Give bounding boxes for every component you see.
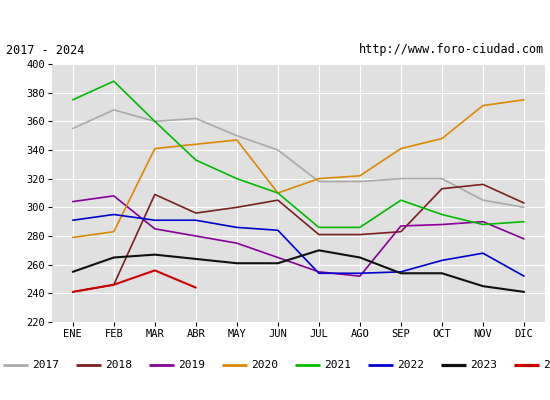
Text: 2018: 2018 (105, 360, 132, 370)
Text: 2021: 2021 (324, 360, 351, 370)
Text: 2017 - 2024: 2017 - 2024 (6, 44, 84, 56)
Text: 2019: 2019 (178, 360, 205, 370)
Text: 2022: 2022 (397, 360, 424, 370)
Text: http://www.foro-ciudad.com: http://www.foro-ciudad.com (359, 44, 544, 56)
Text: 2020: 2020 (251, 360, 278, 370)
Text: 2017: 2017 (32, 360, 59, 370)
Text: 2023: 2023 (470, 360, 497, 370)
Text: 2024: 2024 (543, 360, 550, 370)
Text: Evolucion del paro registrado en Allariz: Evolucion del paro registrado en Allariz (112, 10, 438, 28)
